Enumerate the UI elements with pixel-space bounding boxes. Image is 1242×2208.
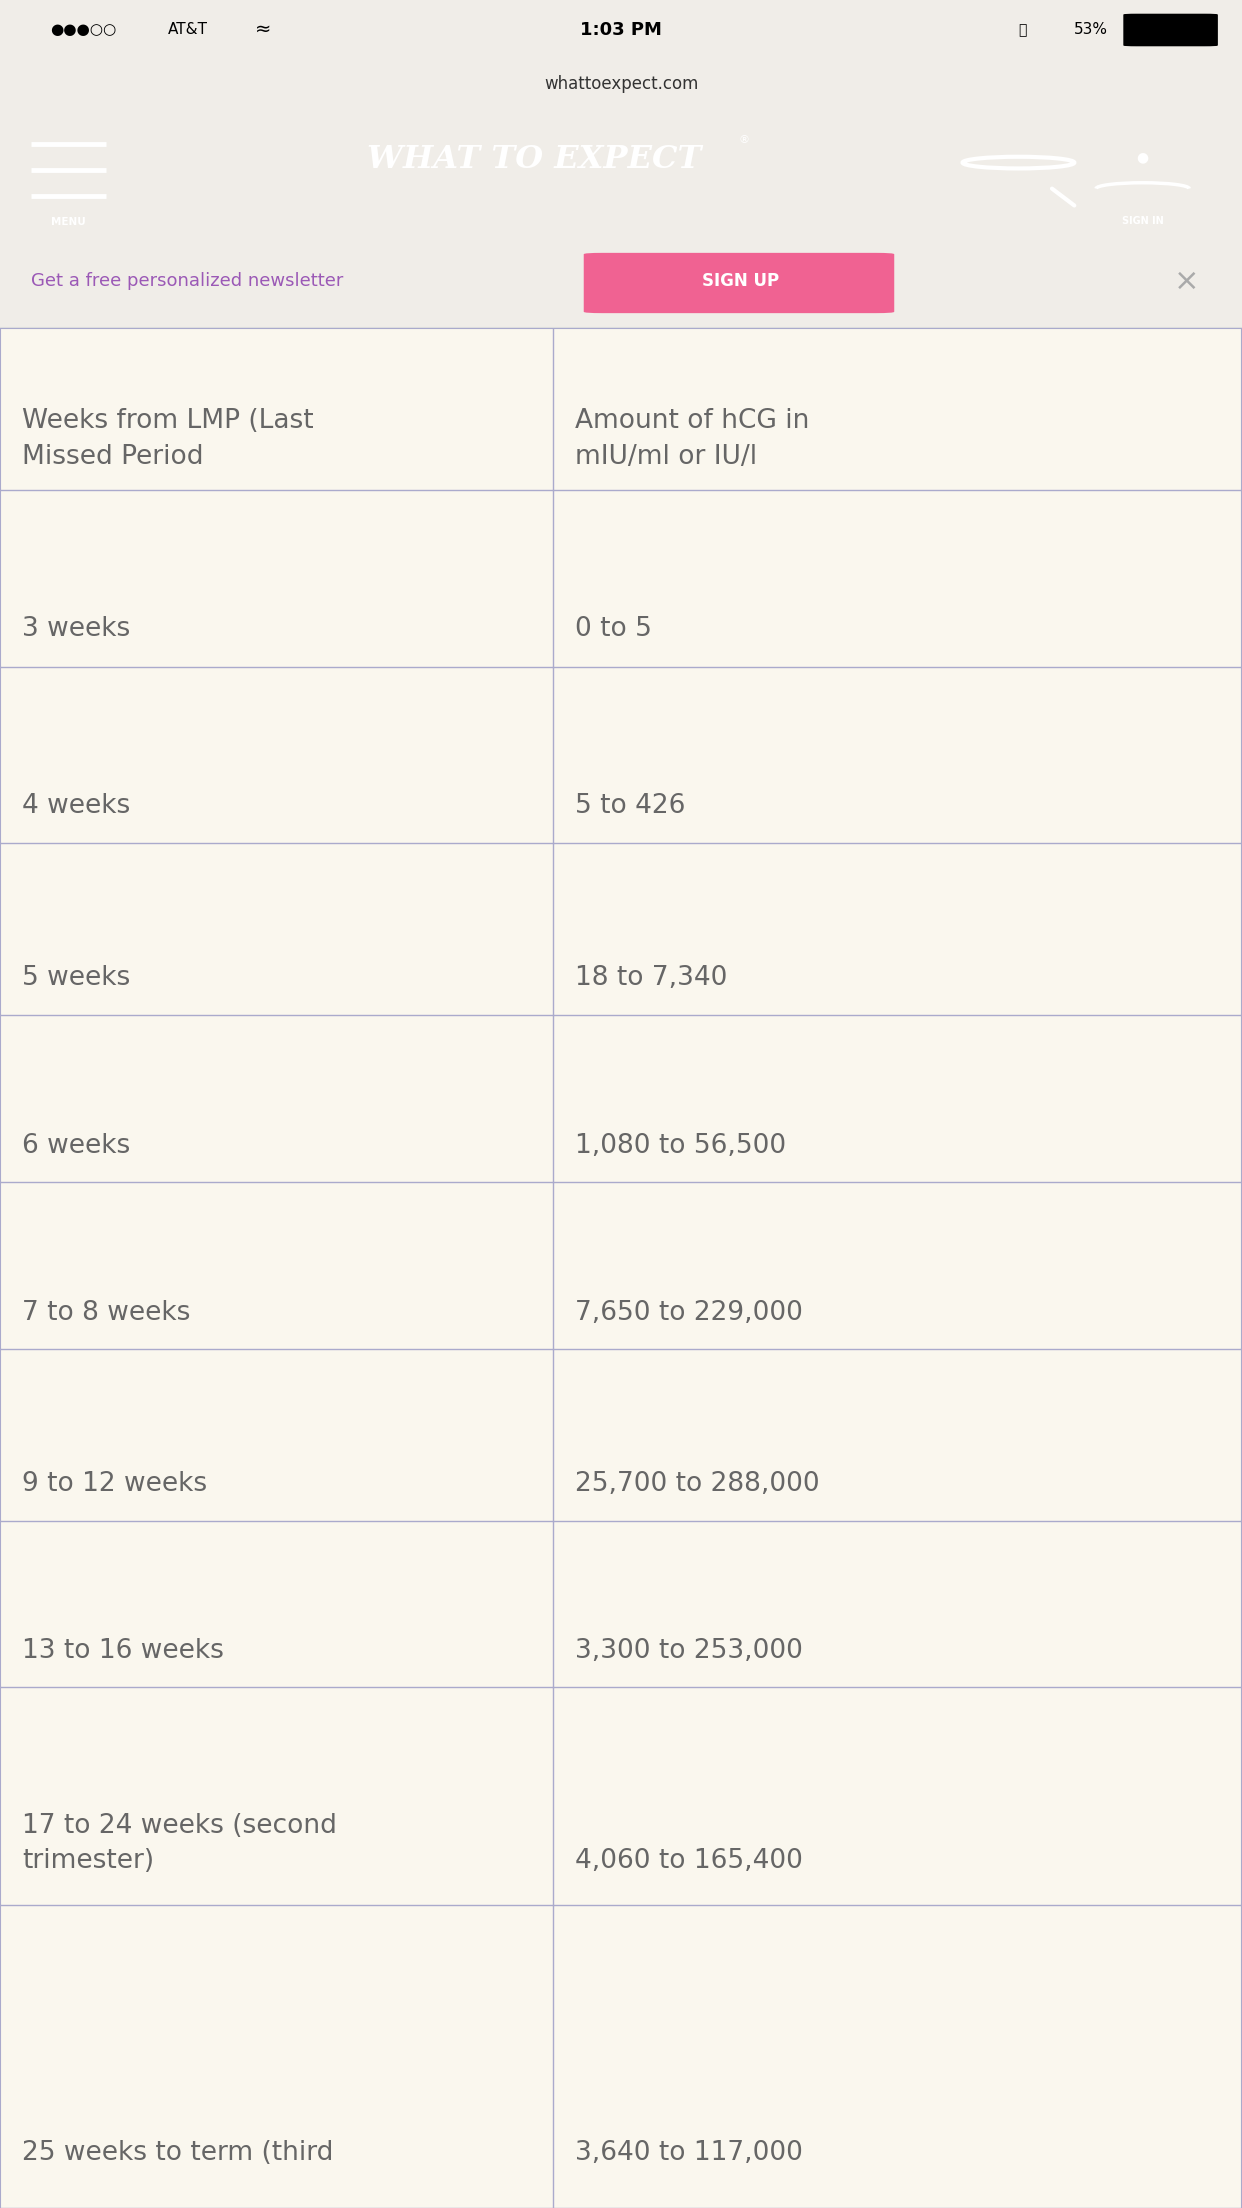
Text: AT&T: AT&T: [168, 22, 207, 38]
Text: ●: ●: [1136, 150, 1149, 163]
Text: WHAT TO EXPECT: WHAT TO EXPECT: [366, 144, 702, 174]
Text: 9 to 12 weeks: 9 to 12 weeks: [22, 1471, 207, 1497]
Bar: [0, 843, 1242, 1016]
Bar: [0, 490, 1242, 667]
Text: Weeks from LMP (Last
Missed Period: Weeks from LMP (Last Missed Period: [22, 408, 314, 470]
Text: ●●●○○: ●●●○○: [50, 22, 116, 38]
Bar: [0, 1521, 1242, 1687]
Text: MENU: MENU: [51, 216, 86, 227]
Text: 3,640 to 117,000: 3,640 to 117,000: [575, 2140, 802, 2166]
Bar: [0, 1349, 1242, 1521]
Text: 3 weeks: 3 weeks: [22, 616, 130, 643]
Bar: [0, 1181, 1242, 1349]
Text: ≈: ≈: [255, 20, 271, 38]
Text: 18 to 7,340: 18 to 7,340: [575, 965, 728, 991]
Bar: [0, 1016, 1242, 1181]
Bar: [0, 667, 1242, 843]
Text: 25 weeks to term (third: 25 weeks to term (third: [22, 2140, 334, 2166]
Text: 6 weeks: 6 weeks: [22, 1133, 130, 1159]
Text: Ⓐ: Ⓐ: [1018, 22, 1027, 38]
Text: whattoexpect.com: whattoexpect.com: [544, 75, 698, 93]
Text: 17 to 24 weeks (second
trimester): 17 to 24 weeks (second trimester): [22, 1813, 338, 1875]
Text: 1,080 to 56,500: 1,080 to 56,500: [575, 1133, 786, 1159]
FancyBboxPatch shape: [584, 254, 894, 314]
Text: Amount of hCG in
mIU/ml or IU/l: Amount of hCG in mIU/ml or IU/l: [575, 408, 810, 470]
Text: 1:03 PM: 1:03 PM: [580, 22, 662, 40]
Text: ×: ×: [1174, 267, 1199, 296]
Text: 5 to 426: 5 to 426: [575, 793, 686, 819]
FancyBboxPatch shape: [1124, 15, 1217, 46]
Text: 13 to 16 weeks: 13 to 16 weeks: [22, 1638, 225, 1665]
Bar: [0, 1687, 1242, 1906]
Text: 0 to 5: 0 to 5: [575, 616, 652, 643]
Text: 4,060 to 165,400: 4,060 to 165,400: [575, 1848, 802, 1875]
Text: 7,650 to 229,000: 7,650 to 229,000: [575, 1301, 802, 1325]
Text: SIGN IN: SIGN IN: [1122, 216, 1164, 225]
Text: Get a free personalized newsletter: Get a free personalized newsletter: [31, 272, 344, 289]
Text: ®: ®: [739, 135, 750, 146]
Text: 5 weeks: 5 weeks: [22, 965, 130, 991]
Text: 4 weeks: 4 weeks: [22, 793, 130, 819]
Text: SIGN UP: SIGN UP: [702, 272, 779, 289]
Bar: [0, 329, 1242, 490]
Text: 25,700 to 288,000: 25,700 to 288,000: [575, 1471, 820, 1497]
Text: 3,300 to 253,000: 3,300 to 253,000: [575, 1638, 802, 1665]
Bar: [0, 1906, 1242, 2208]
Text: 53%: 53%: [1074, 22, 1108, 38]
Text: 7 to 8 weeks: 7 to 8 weeks: [22, 1301, 191, 1325]
